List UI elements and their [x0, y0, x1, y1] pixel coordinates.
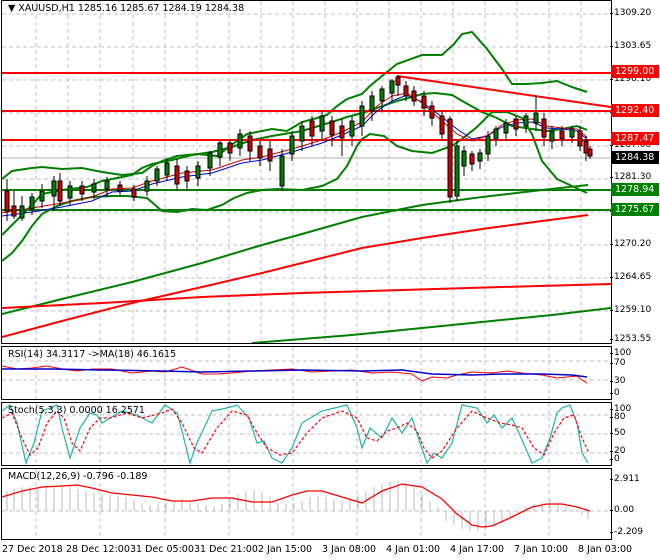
ohlc-open: 1285.16 — [77, 3, 118, 14]
stochastic-panel[interactable]: Stoch(5,3,3) 0.0000 16.2571 — [1, 402, 612, 466]
support-level-tag: 1275.67 — [611, 203, 659, 216]
time-tick: 2 Jan 15:00 — [258, 544, 313, 555]
price-tick: 1281.30 — [609, 172, 652, 182]
ohlc-high: 1285.67 — [120, 3, 160, 14]
rsi-canvas — [2, 347, 611, 399]
ohlc-low: 1284.19 — [162, 3, 202, 14]
time-tick: 7 Jan 10:00 — [514, 544, 569, 555]
stoch-tick: 50 — [609, 428, 626, 438]
price-tick: 1309.20 — [609, 8, 652, 18]
time-tick: 4 Jan 17:00 — [450, 544, 505, 555]
macd-panel[interactable]: MACD(12,26,9) -0.796 -0.189 — [1, 468, 612, 540]
rsi-tick: 70 — [609, 358, 626, 368]
ohlc-close: 1284.38 — [204, 3, 245, 14]
price-tick: 1303.65 — [609, 41, 652, 51]
symbol-label: XAUUSD,H1 — [18, 3, 75, 14]
rsi-tick: 0 — [610, 388, 620, 398]
macd-histogram — [6, 481, 589, 531]
rsi-tick: 100 — [609, 348, 632, 358]
macd-label: MACD(12,26,9) -0.796 -0.189 — [8, 471, 148, 482]
macd-canvas — [2, 469, 611, 539]
stoch-tick: 80 — [609, 412, 626, 422]
price-tick: 1287.00 — [609, 140, 652, 150]
candles — [4, 75, 593, 221]
price-tick: 1253.55 — [609, 334, 652, 344]
price-chart-panel[interactable]: ▼ XAUUSD,H1 1285.16 1285.67 1284.19 1284… — [1, 0, 612, 344]
stoch-tick: 0 — [610, 454, 620, 464]
stochastic-scale: 100 80 50 20 0 — [609, 402, 660, 466]
macd-tick: -2.209 — [609, 527, 644, 537]
price-tick: 1298.10 — [609, 74, 652, 84]
rsi-tick: 30 — [609, 376, 626, 386]
macd-scale: 2.911 0.00 -2.209 — [609, 468, 660, 540]
chart-header: ▼ XAUUSD,H1 1285.16 1285.67 1284.19 1284… — [8, 3, 244, 14]
price-scale[interactable]: 1309.20 1303.65 1298.10 1292.55 1287.00 … — [609, 0, 660, 344]
time-tick: 3 Jan 08:00 — [322, 544, 377, 555]
price-chart-canvas — [2, 1, 611, 343]
stoch-tick: 20 — [609, 446, 626, 456]
time-tick: 4 Jan 01:00 — [386, 544, 441, 555]
price-tick: 1270.20 — [609, 239, 652, 249]
time-tick: 27 Dec 2018 — [2, 544, 63, 555]
price-tick: 1259.10 — [609, 305, 652, 315]
time-tick: 31 Dec 21:00 — [194, 544, 258, 555]
support-level-tag: 1278.94 — [611, 183, 659, 196]
price-tick: 1264.65 — [609, 272, 652, 282]
rsi-panel[interactable]: RSI(14) 34.3117 ->MA(18) 46.1615 — [1, 346, 612, 400]
stochastic-label: Stoch(5,3,3) 0.0000 16.2571 — [8, 405, 145, 416]
time-tick: 8 Jan 03:00 — [578, 544, 633, 555]
resistance-level-tag: 1299.00 — [611, 65, 659, 78]
current-price-tag: 1284.38 — [611, 151, 659, 164]
rsi-scale: 100 70 30 0 — [609, 346, 660, 400]
stoch-tick: 100 — [609, 404, 632, 414]
rsi-label: RSI(14) 34.3117 ->MA(18) 46.1615 — [8, 349, 177, 360]
stochastic-canvas — [2, 403, 611, 465]
time-tick: 28 Dec 12:00 — [66, 544, 130, 555]
resistance-level-tag: 1287.47 — [611, 132, 659, 145]
time-axis[interactable]: 27 Dec 2018 28 Dec 12:00 31 Dec 05:00 31… — [0, 540, 660, 560]
triangle-down-icon[interactable]: ▼ — [8, 3, 16, 14]
macd-tick: 0.00 — [609, 505, 635, 515]
resistance-level-tag: 1292.40 — [611, 104, 659, 117]
time-tick: 31 Dec 05:00 — [130, 544, 194, 555]
macd-tick: 2.911 — [610, 474, 640, 484]
